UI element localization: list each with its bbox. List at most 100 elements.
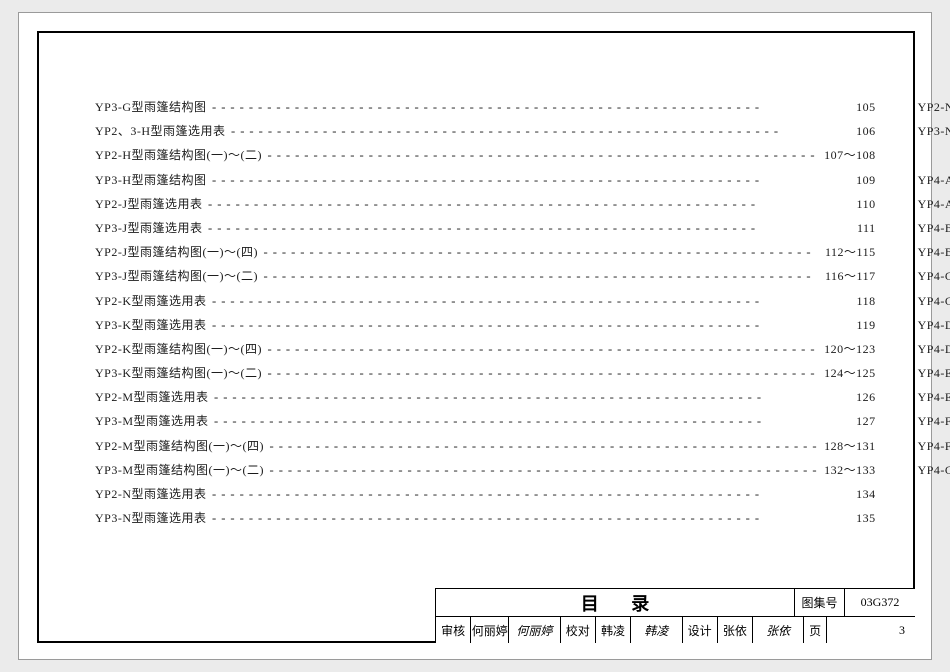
audit-signature: 何丽婷 — [509, 617, 560, 643]
toc-entry: YP2-K型雨篷结构图(一)～(四) ---------------------… — [95, 343, 876, 367]
toc-entry-page: 132～133 — [824, 464, 876, 476]
toc-entry-title: YP2-J型雨篷结构图(一)～(四) — [95, 246, 258, 258]
toc-entry: YP2-K型雨篷选用表 ----------------------------… — [95, 295, 876, 319]
toc-entry-page: 128～131 — [824, 440, 876, 452]
toc-entry: YP3-N型雨篷选用表 ----------------------------… — [95, 512, 876, 536]
toc-entry-title: YP4-G型雨篷选用表 — [918, 464, 950, 476]
toc-entry: YP3-M型雨篷结构图(一)～(二) ---------------------… — [95, 464, 876, 488]
toc-entry-title: YP3-K型雨篷结构图(一)～(二) — [95, 367, 262, 379]
leader-dashes: ----------------------------------------… — [264, 441, 824, 453]
leader-dashes: ----------------------------------------… — [262, 344, 824, 356]
toc-entry: YP2-N型雨篷选用表 ----------------------------… — [95, 488, 876, 512]
toc-entry-page: 109 — [856, 174, 876, 186]
toc-entry-page: 119 — [857, 319, 876, 331]
leader-dashes: ----------------------------------------… — [207, 175, 857, 187]
page: YP3-G型雨篷结构图 ----------------------------… — [18, 12, 932, 660]
proof-label: 校对 — [561, 617, 596, 643]
audit-label: 审核 — [436, 617, 471, 643]
leader-dashes: ----------------------------------------… — [209, 416, 857, 428]
toc-entry-title: YP2-H型雨篷结构图(一)～(二) — [95, 149, 262, 161]
toc-entry: YP4-B型雨篷结构图(一)～(二) ---------------------… — [918, 246, 950, 270]
toc-entry-title: YP2-K型雨篷结构图(一)～(四) — [95, 343, 262, 355]
toc-entry-page: 135 — [856, 512, 876, 524]
toc-entry-title: YP2-N型雨篷结构图(一)～(四) — [918, 101, 950, 113]
toc-entry-title: YP3-N型雨篷选用表 — [95, 512, 207, 524]
toc-entry-page: 106 — [856, 125, 876, 137]
toc-entry-page: 127 — [856, 415, 876, 427]
toc-column-left: YP3-G型雨篷结构图 ----------------------------… — [95, 101, 876, 585]
toc-entry: YP3-J型雨篷结构图(一)～(二) ---------------------… — [95, 270, 876, 294]
toc-entry-page: 105 — [856, 101, 876, 113]
toc-entry: YP4-C型雨篷结构图(一)～(二) ---------------------… — [918, 295, 950, 319]
toc-section-heading: 混凝土小型空心砌块 — [918, 149, 950, 173]
toc-entry-title: YP2-M型雨篷选用表 — [95, 391, 209, 403]
toc-entry: YP2-N型雨篷结构图(一)～(四) ---------------------… — [918, 101, 950, 125]
leader-dashes: ----------------------------------------… — [207, 513, 857, 525]
leader-dashes: ----------------------------------------… — [258, 271, 825, 283]
toc-entry-title: YP2-K型雨篷选用表 — [95, 295, 207, 307]
image-set-label: 图集号 — [795, 589, 845, 617]
design-label: 设计 — [683, 617, 718, 643]
toc-entry-title: YP4-F型雨篷结构图(一)～(二) — [918, 440, 950, 452]
leader-dashes: ----------------------------------------… — [203, 223, 857, 235]
toc-entry-title: YP3-M型雨篷结构图(一)～(二) — [95, 464, 264, 476]
toc-entry-page: 116～117 — [825, 270, 876, 282]
toc-entry-title: YP3-G型雨篷结构图 — [95, 101, 207, 113]
design-name: 张依 — [718, 617, 753, 643]
toc-entry-title: YP3-J型雨篷选用表 — [95, 222, 203, 234]
leader-dashes: ----------------------------------------… — [262, 368, 824, 380]
toc-entry-title: YP3-M型雨篷选用表 — [95, 415, 209, 427]
toc-entry-title: YP4-C型雨篷选用表 — [918, 270, 950, 282]
title-block-main-title: 目 录 — [436, 589, 795, 617]
audit-name: 何丽婷 — [471, 617, 509, 643]
toc-entry-title: YP2-J型雨篷选用表 — [95, 198, 203, 210]
toc-entry-page: 120～123 — [824, 343, 876, 355]
toc-entry-title: YP4-F型雨篷选用表 — [918, 415, 950, 427]
toc-entry-page: 124～125 — [824, 367, 876, 379]
toc-entry: YP3-G型雨篷结构图 ----------------------------… — [95, 101, 876, 125]
leader-dashes: ----------------------------------------… — [207, 296, 857, 308]
leader-dashes: ----------------------------------------… — [207, 320, 857, 332]
leader-dashes: ----------------------------------------… — [262, 150, 824, 162]
toc-entry-title: YP2-N型雨篷选用表 — [95, 488, 207, 500]
toc-entry-title: YP3-H型雨篷结构图 — [95, 174, 207, 186]
toc-entry: YP4-D型雨篷结构图(一)～(二) ---------------------… — [918, 343, 950, 367]
leader-dashes: ----------------------------------------… — [226, 126, 857, 138]
toc-entry: YP4-F型雨篷结构图(一)～(二) ---------------------… — [918, 440, 950, 464]
toc-entry: YP2-J型雨篷结构图(一)～(四) ---------------------… — [95, 246, 876, 270]
toc-entry: YP3-N型雨篷结构图(一)～(二) ---------------------… — [918, 125, 950, 149]
leader-dashes: ----------------------------------------… — [203, 199, 857, 211]
toc-entry-title: YP4-E型雨篷结构图(一)～(二) — [918, 391, 950, 403]
page-number: 3 — [827, 617, 915, 643]
toc-entry-title: YP4-A型雨篷选用表 — [918, 174, 950, 186]
toc-entry-page: 134 — [856, 488, 876, 500]
title-block-row-1: 目 录 图集号 03G372 — [436, 589, 915, 617]
toc-entry: YP2、3-H型雨篷选用表 --------------------------… — [95, 125, 876, 149]
toc-entry-page: 118 — [857, 295, 876, 307]
toc-entry-title: YP4-D型雨篷选用表 — [918, 319, 950, 331]
toc-entry-title: YP4-D型雨篷结构图(一)～(二) — [918, 343, 950, 355]
toc-entry-title: YP3-K型雨篷选用表 — [95, 319, 207, 331]
toc-entry: YP4-D型雨篷选用表 ----------------------------… — [918, 319, 950, 343]
toc-entry-title: YP2、3-H型雨篷选用表 — [95, 125, 226, 137]
toc-entry: YP3-K型雨篷选用表 ----------------------------… — [95, 319, 876, 343]
toc-entry: YP3-K型雨篷结构图(一)～(二) ---------------------… — [95, 367, 876, 391]
leader-dashes: ----------------------------------------… — [207, 102, 857, 114]
toc-entry-page: 110 — [857, 198, 876, 210]
drawing-frame: YP3-G型雨篷结构图 ----------------------------… — [37, 31, 915, 643]
toc-entry-title: YP4-B型雨篷结构图(一)～(二) — [918, 246, 950, 258]
toc-entry: YP4-A型雨篷选用表 ----------------------------… — [918, 174, 950, 198]
toc-entry: YP2-H型雨篷结构图(一)～(二) ---------------------… — [95, 149, 876, 173]
toc-entry-title: YP2-M型雨篷结构图(一)～(四) — [95, 440, 264, 452]
design-signature: 张依 — [753, 617, 804, 643]
toc-entry: YP4-B型雨篷选用表 ----------------------------… — [918, 222, 950, 246]
toc-entry: YP3-J型雨篷选用表 ----------------------------… — [95, 222, 876, 246]
title-block: 目 录 图集号 03G372 审核 何丽婷 何丽婷 校对 韩凌 韩凌 设计 张依… — [435, 588, 915, 643]
toc-entry: YP4-G型雨篷选用表 ----------------------------… — [918, 464, 950, 488]
toc-entry-page: 111 — [857, 222, 876, 234]
leader-dashes: ----------------------------------------… — [207, 489, 857, 501]
toc-entry: YP4-E型雨篷结构图(一)～(二) ---------------------… — [918, 391, 950, 415]
toc-content: YP3-G型雨篷结构图 ----------------------------… — [61, 55, 891, 585]
toc-entry-page: 112～115 — [825, 246, 876, 258]
proof-signature: 韩凌 — [631, 617, 682, 643]
